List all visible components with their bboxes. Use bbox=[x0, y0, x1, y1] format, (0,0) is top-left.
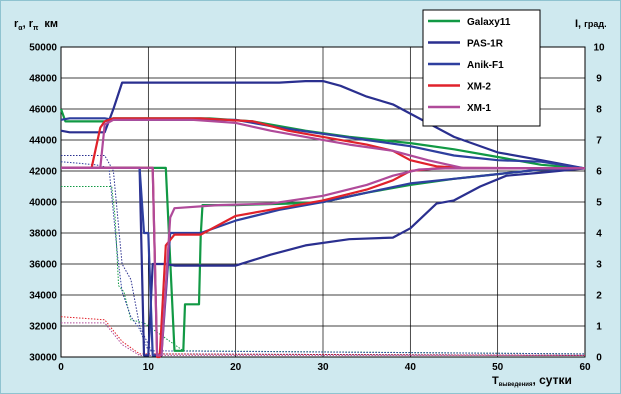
perigee-line-pas-1r bbox=[61, 166, 586, 357]
x-label-sub: выведения bbox=[499, 382, 533, 388]
inclination-line-xm-1 bbox=[61, 322, 585, 356]
x-tick: 40 bbox=[405, 362, 417, 373]
x-axis-label: Tвыведения, сутки bbox=[492, 373, 572, 388]
y-left-tick: 38000 bbox=[29, 229, 57, 240]
y-left-tick: 42000 bbox=[29, 167, 57, 178]
y-right-tick: 1 bbox=[596, 322, 602, 333]
y-right-label-unit: град. bbox=[584, 19, 606, 29]
x-tick: 60 bbox=[579, 362, 591, 373]
y-left-label-unit: км bbox=[44, 18, 58, 30]
y-right-axis-label: I, град. bbox=[575, 18, 607, 30]
y-right-tick: 4 bbox=[596, 229, 602, 240]
legend: Galaxy11 PAS-1R Anik-F1 XM-2 XM-1 bbox=[422, 9, 541, 127]
y-left-tick: 50000 bbox=[29, 43, 57, 54]
y-right-tick: 5 bbox=[596, 198, 602, 209]
y-left-axis-label: rα, rπ км bbox=[14, 18, 58, 32]
y-right-tick: 6 bbox=[596, 167, 602, 178]
y-left-tick: 40000 bbox=[29, 198, 57, 209]
apogee-line-xm-1 bbox=[61, 118, 586, 170]
y-left-tick: 30000 bbox=[29, 353, 57, 364]
y-left-label-sub2: π bbox=[33, 25, 39, 32]
y-right-tick: 10 bbox=[593, 43, 605, 54]
y-right-tick-labels: 0 1 2 3 4 5 6 7 8 9 10 bbox=[593, 43, 605, 364]
legend-label: PAS-1R bbox=[467, 39, 504, 50]
series-lines bbox=[59, 79, 586, 359]
y-right-tick: 0 bbox=[596, 353, 602, 364]
y-left-tick: 34000 bbox=[29, 291, 57, 302]
y-right-tick: 3 bbox=[596, 260, 602, 271]
y-right-tick: 8 bbox=[596, 105, 602, 116]
y-right-label-main: I, bbox=[575, 18, 581, 30]
legend-label: XM-2 bbox=[467, 82, 491, 93]
legend-label: Galaxy11 bbox=[467, 17, 511, 28]
legend-label: Anik-F1 bbox=[467, 60, 504, 71]
apogee-line-xm-2 bbox=[61, 117, 586, 170]
x-tick: 0 bbox=[58, 362, 64, 373]
perigee-line-anik-f1 bbox=[61, 166, 586, 357]
y-right-tick: 2 bbox=[596, 291, 602, 302]
legend-label: XM-1 bbox=[467, 103, 491, 114]
x-tick: 50 bbox=[492, 362, 504, 373]
y-left-tick: 32000 bbox=[29, 322, 57, 333]
x-tick: 30 bbox=[317, 362, 329, 373]
y-left-tick: 36000 bbox=[29, 260, 57, 271]
apogee-line-anik-f1 bbox=[60, 117, 586, 170]
x-tick: 10 bbox=[143, 362, 155, 373]
y-left-label-sep: , r bbox=[23, 18, 34, 30]
x-label-main: T bbox=[492, 375, 499, 387]
y-left-label-main: r bbox=[14, 18, 19, 30]
apogee-line-pas-1r bbox=[60, 79, 586, 170]
y-left-tick: 46000 bbox=[29, 105, 57, 116]
perigee-line-xm-2 bbox=[61, 166, 585, 359]
perigee-line-xm-1 bbox=[61, 166, 585, 357]
y-left-label-sub1: α bbox=[18, 25, 23, 32]
x-tick-labels: 0 10 20 30 40 50 60 bbox=[58, 362, 591, 373]
y-left-tick: 44000 bbox=[29, 136, 57, 147]
x-label-unit: , сутки bbox=[532, 373, 571, 387]
y-left-tick-labels: 30000 32000 34000 36000 38000 40000 42000 44000… bbox=[29, 43, 57, 364]
y-right-tick: 9 bbox=[596, 74, 602, 85]
x-tick: 20 bbox=[230, 362, 242, 373]
y-right-tick: 7 bbox=[596, 136, 602, 147]
y-left-tick: 48000 bbox=[29, 74, 57, 85]
